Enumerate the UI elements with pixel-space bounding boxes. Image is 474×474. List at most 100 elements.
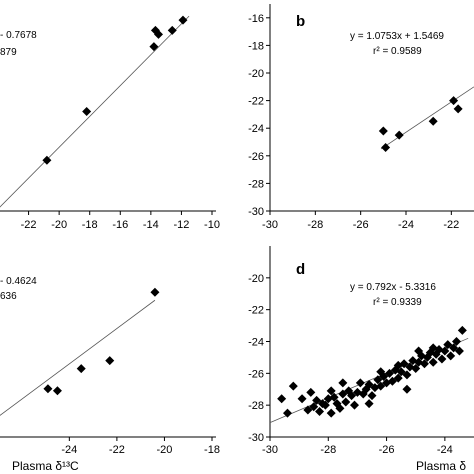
panel-c: -24 -22 -20 -18 - 0.4624 636 Plasma δ¹³C (0, 276, 220, 473)
data-point (402, 370, 412, 380)
data-point (277, 394, 287, 404)
x-tick-label: -18 (82, 219, 98, 231)
panel-b: -30 -28 -26 -24 -22-16-18-20-22-24-26-28-30 … (248, 4, 474, 231)
x-tick-label: -28 (320, 444, 336, 456)
x-tick-label: -22 (109, 444, 125, 456)
data-point (341, 397, 351, 407)
data-point (150, 287, 160, 297)
data-point (350, 400, 360, 410)
data-point (82, 107, 92, 117)
data-point (76, 364, 86, 374)
regression-equation: - 0.7678 (0, 30, 37, 41)
data-point (381, 143, 391, 153)
data-point (428, 357, 438, 367)
r-squared: 879 (0, 47, 17, 58)
data-point (326, 408, 336, 418)
data-point (443, 340, 453, 350)
data-point (394, 130, 404, 140)
data-point (428, 343, 438, 353)
x-axis-label: Plasma δ¹³C (12, 459, 79, 473)
x-tick-label: -22 (21, 219, 37, 231)
data-point (297, 394, 307, 404)
y-tick-label: -22 (248, 305, 264, 317)
data-point (306, 387, 316, 397)
data-point (282, 408, 292, 418)
x-tick-label: -14 (143, 219, 159, 231)
data-point (42, 155, 52, 165)
data-point (329, 392, 339, 402)
x-tick-label: -26 (379, 444, 395, 456)
data-point (338, 389, 348, 399)
y-tick-label: -18 (248, 40, 264, 52)
data-point (355, 378, 365, 388)
data-point (150, 25, 160, 35)
x-tick-label: -16 (112, 219, 128, 231)
data-point (378, 126, 388, 136)
data-point (393, 373, 403, 383)
x-tick-label: -24 (437, 444, 453, 456)
x-tick-label: -10 (204, 219, 220, 231)
data-point (402, 384, 412, 394)
data-point (335, 403, 345, 413)
y-tick-label: -26 (248, 368, 264, 380)
data-point (411, 364, 421, 374)
data-point (393, 360, 403, 370)
y-tick-label: -20 (248, 273, 264, 285)
data-point (452, 337, 462, 346)
x-axis-label: Plasma δ (416, 459, 466, 473)
data-point (309, 402, 319, 412)
regression-line (0, 299, 156, 416)
y-tick-label: -26 (248, 151, 264, 163)
y-tick-label: -16 (248, 13, 264, 25)
data-point (440, 346, 450, 356)
panel-d: -30 -28 -26 -24 -20 -22 -24 -26 -28 -30 d y = 0.7… (248, 246, 474, 473)
x-tick-label: -18 (204, 444, 220, 456)
y-tick-label: -30 (248, 432, 264, 444)
data-point (419, 359, 429, 369)
x-tick-label: -12 (173, 219, 189, 231)
data-point (338, 378, 348, 388)
panel-a: -22 -20 -18 -16 -14 -12 -10 - 0.7678 879 (0, 15, 220, 231)
data-point (315, 407, 325, 417)
y-tick-label: -24 (248, 123, 264, 135)
data-point (376, 367, 386, 377)
data-point (373, 375, 383, 385)
data-point (303, 405, 313, 415)
x-tick-label: -24 (398, 219, 414, 231)
data-point (347, 391, 357, 401)
y-tick-label: -28 (248, 178, 264, 190)
data-point (326, 386, 336, 396)
data-point (312, 395, 322, 405)
data-point (320, 400, 330, 410)
r-squared: r² = 0.9339 (373, 297, 422, 308)
x-tick-label: -26 (353, 219, 369, 231)
data-point (449, 343, 459, 353)
data-point (457, 325, 467, 335)
data-point (449, 96, 459, 106)
r-squared: r² = 0.9589 (373, 46, 422, 57)
data-point (384, 368, 394, 378)
x-tick-label: -24 (61, 444, 77, 456)
data-point (367, 391, 377, 401)
regression-line (0, 15, 190, 208)
data-point (376, 381, 386, 391)
data-point (437, 354, 447, 364)
data-point (428, 116, 438, 126)
regression-equation: - 0.4624 (0, 276, 37, 287)
data-point (364, 399, 374, 409)
x-tick-label: -30 (262, 219, 278, 231)
data-point (154, 29, 163, 39)
data-point (52, 386, 62, 396)
data-point (149, 42, 159, 52)
panel-label: b (296, 13, 305, 30)
data-point (453, 104, 463, 114)
panel-label: d (296, 261, 305, 278)
y-tick-label: -28 (248, 400, 264, 412)
regression-equation: y = 0.792x - 5.3316 (350, 282, 436, 293)
y-tick-label: -20 (248, 68, 264, 80)
regression-line (380, 86, 474, 150)
x-tick-label: -28 (307, 219, 323, 231)
x-tick-label: -30 (262, 444, 278, 456)
data-point (387, 376, 397, 386)
